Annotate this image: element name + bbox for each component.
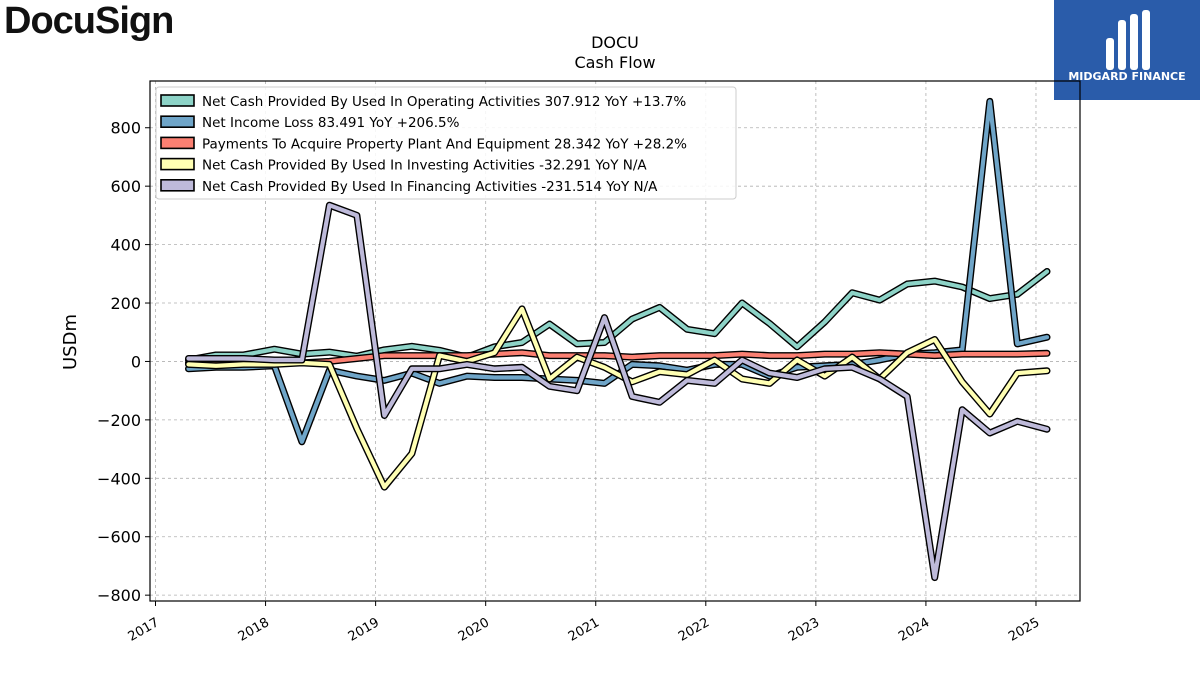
legend-swatch — [160, 94, 195, 107]
y-tick-label: −800 — [97, 586, 141, 605]
docusign-logo: DocuSign — [4, 0, 174, 42]
y-tick-label: 800 — [110, 119, 141, 138]
chart-subtitle: Cash Flow — [574, 53, 655, 72]
y-tick-label: 200 — [110, 294, 141, 313]
badge-text: MIDGARD FINANCE — [1068, 70, 1186, 83]
chart-title: DOCU — [591, 33, 639, 52]
series-line — [186, 269, 1050, 363]
y-tick-label: 600 — [110, 177, 141, 196]
x-tick-label: 2025 — [1006, 615, 1042, 645]
legend-swatch — [160, 136, 195, 150]
y-tick-label: 400 — [110, 236, 141, 255]
y-tick-label: −200 — [97, 411, 141, 430]
x-tick-label: 2022 — [676, 615, 712, 645]
y-tick-label: 0 — [131, 352, 141, 371]
legend-label: Net Cash Provided By Used In Investing A… — [202, 158, 647, 174]
legend-label: Net Cash Provided By Used In Operating A… — [202, 94, 686, 110]
legend-label: Net Income Loss 83.491 YoY +206.5% — [202, 115, 460, 131]
series-line — [186, 203, 1050, 580]
x-tick-label: 2018 — [236, 615, 272, 645]
legend-box — [155, 86, 737, 200]
legend-swatch — [160, 157, 195, 171]
x-tick-label: 2024 — [896, 615, 932, 645]
legend: Net Cash Provided By Used In Operating A… — [155, 86, 737, 200]
x-tick-label: 2023 — [786, 615, 822, 645]
y-tick-label: −400 — [97, 469, 141, 488]
series-line-outline — [185, 201, 1051, 582]
legend-label: Net Cash Provided By Used In Financing A… — [202, 179, 658, 195]
series-line — [186, 306, 1050, 490]
plot-frame — [149, 80, 1081, 602]
y-axis-label: USDm — [60, 314, 81, 370]
x-tick-label: 2019 — [346, 615, 382, 645]
legend-swatch — [160, 179, 195, 192]
x-tick-label: 2021 — [566, 615, 602, 645]
midgard-finance-badge: MIDGARD FINANCE — [1054, 0, 1200, 100]
x-tick-label: 2020 — [456, 615, 492, 645]
legend-swatch — [160, 115, 195, 128]
y-tick-label: −600 — [97, 528, 141, 547]
series-layer — [185, 97, 1051, 582]
legend-label: Payments To Acquire Property Plant And E… — [202, 136, 687, 152]
midgard-logo-icon — [1106, 10, 1150, 70]
x-tick-label: 2017 — [126, 615, 162, 645]
